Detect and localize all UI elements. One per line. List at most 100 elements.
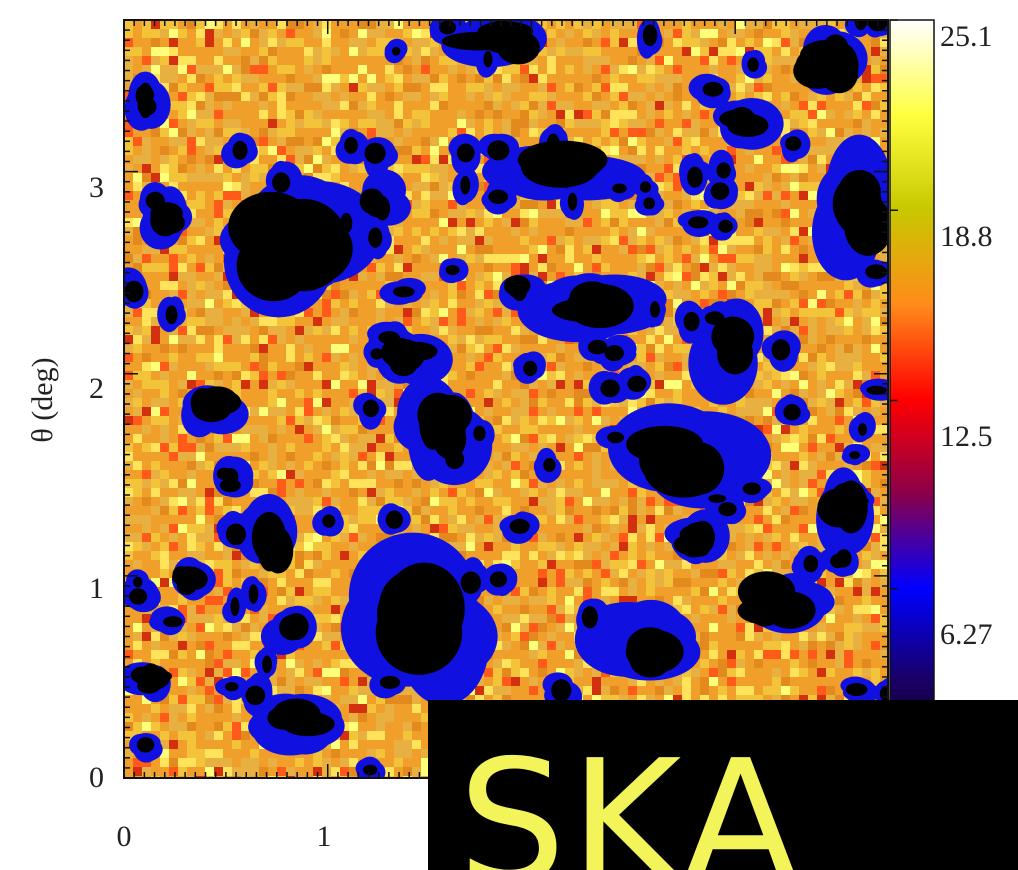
heatmap-cell bbox=[556, 614, 565, 623]
heatmap-cell bbox=[223, 434, 232, 443]
heatmap-cell bbox=[538, 209, 547, 218]
heatmap-cell bbox=[277, 38, 286, 47]
heatmap-cell bbox=[322, 308, 331, 317]
heatmap-cell bbox=[574, 452, 583, 461]
heatmap-cell bbox=[754, 524, 763, 533]
heatmap-cell bbox=[187, 101, 196, 110]
heatmap-cell bbox=[178, 452, 187, 461]
heatmap-cell bbox=[619, 542, 628, 551]
heatmap-cell bbox=[313, 137, 322, 146]
heatmap-cell bbox=[799, 182, 808, 191]
heatmap-cell bbox=[871, 398, 880, 407]
heatmap-cell bbox=[358, 713, 367, 722]
heatmap-cell bbox=[826, 128, 835, 137]
heatmap-cell bbox=[628, 38, 637, 47]
heatmap-cell bbox=[862, 605, 871, 614]
heatmap-cell bbox=[511, 254, 520, 263]
heatmap-cell bbox=[151, 47, 160, 56]
heatmap-cell bbox=[646, 227, 655, 236]
heatmap-cell bbox=[556, 668, 565, 677]
heatmap-cell bbox=[367, 263, 376, 272]
heatmap-cell bbox=[511, 65, 520, 74]
heatmap-cell bbox=[736, 236, 745, 245]
heatmap-cell bbox=[322, 155, 331, 164]
heatmap-cell bbox=[196, 497, 205, 506]
heatmap-cell bbox=[448, 281, 457, 290]
heatmap-cell bbox=[646, 551, 655, 560]
heatmap-cell bbox=[160, 362, 169, 371]
heatmap-cell bbox=[718, 38, 727, 47]
heatmap-cell bbox=[439, 92, 448, 101]
heatmap-cell bbox=[655, 263, 664, 272]
heatmap-cell bbox=[169, 29, 178, 38]
heatmap-cell bbox=[583, 434, 592, 443]
heatmap-cell bbox=[169, 668, 178, 677]
heatmap-cell bbox=[475, 281, 484, 290]
heatmap-cell bbox=[403, 119, 412, 128]
heatmap-cell bbox=[673, 326, 682, 335]
heatmap-cell bbox=[628, 677, 637, 686]
heatmap-cell bbox=[682, 254, 691, 263]
heatmap-cell bbox=[826, 614, 835, 623]
heatmap-cell bbox=[223, 299, 232, 308]
heatmap-cell bbox=[133, 137, 142, 146]
heatmap-cell bbox=[223, 758, 232, 767]
heatmap-cell bbox=[142, 335, 151, 344]
heatmap-cell bbox=[637, 569, 646, 578]
heatmap-cell bbox=[133, 398, 142, 407]
heatmap-cell bbox=[448, 515, 457, 524]
heatmap-cell bbox=[619, 110, 628, 119]
heatmap-cell bbox=[646, 542, 655, 551]
heatmap-cell bbox=[124, 74, 133, 83]
heatmap-cell bbox=[268, 128, 277, 137]
heatmap-cell bbox=[169, 281, 178, 290]
heatmap-cell bbox=[205, 128, 214, 137]
heatmap-cell bbox=[646, 587, 655, 596]
heatmap-cell bbox=[799, 506, 808, 515]
heatmap-cell bbox=[601, 416, 610, 425]
heatmap-cell bbox=[754, 632, 763, 641]
heatmap-cell bbox=[655, 560, 664, 569]
heatmap-cell bbox=[808, 470, 817, 479]
heatmap-cell bbox=[169, 290, 178, 299]
heatmap-cell bbox=[466, 533, 475, 542]
heatmap-cell bbox=[637, 695, 646, 704]
heatmap-cell bbox=[295, 38, 304, 47]
heatmap-cell bbox=[196, 110, 205, 119]
heatmap-cell bbox=[817, 452, 826, 461]
heatmap-cell bbox=[331, 290, 340, 299]
heatmap-cell bbox=[754, 254, 763, 263]
heatmap-cell bbox=[700, 38, 709, 47]
heatmap-cell bbox=[772, 299, 781, 308]
heatmap-cell bbox=[700, 686, 709, 695]
heatmap-cell bbox=[214, 758, 223, 767]
heatmap-cell bbox=[502, 506, 511, 515]
heatmap-cell bbox=[871, 587, 880, 596]
heatmap-cell bbox=[799, 20, 808, 29]
heatmap-cell bbox=[268, 407, 277, 416]
heatmap-cell bbox=[286, 470, 295, 479]
heatmap-cell bbox=[457, 110, 466, 119]
heatmap-cell bbox=[475, 335, 484, 344]
heatmap-cell bbox=[241, 623, 250, 632]
heatmap-cell bbox=[214, 209, 223, 218]
heatmap-cell bbox=[187, 371, 196, 380]
heatmap-cell bbox=[403, 65, 412, 74]
heatmap-cell bbox=[178, 677, 187, 686]
heatmap-cell bbox=[529, 92, 538, 101]
heatmap-cell bbox=[376, 110, 385, 119]
heatmap-cell bbox=[817, 308, 826, 317]
heatmap-cell bbox=[214, 65, 223, 74]
heatmap-cell bbox=[556, 371, 565, 380]
heatmap-cell bbox=[691, 128, 700, 137]
heatmap-cell bbox=[808, 434, 817, 443]
heatmap-cell bbox=[664, 506, 673, 515]
heatmap-cell bbox=[358, 119, 367, 128]
heatmap-cell bbox=[880, 83, 888, 92]
heatmap-cell bbox=[322, 38, 331, 47]
heatmap-cell bbox=[637, 344, 646, 353]
heatmap-cell bbox=[718, 290, 727, 299]
heatmap-cell bbox=[376, 452, 385, 461]
heatmap-cell bbox=[655, 686, 664, 695]
heatmap-cell bbox=[862, 119, 871, 128]
